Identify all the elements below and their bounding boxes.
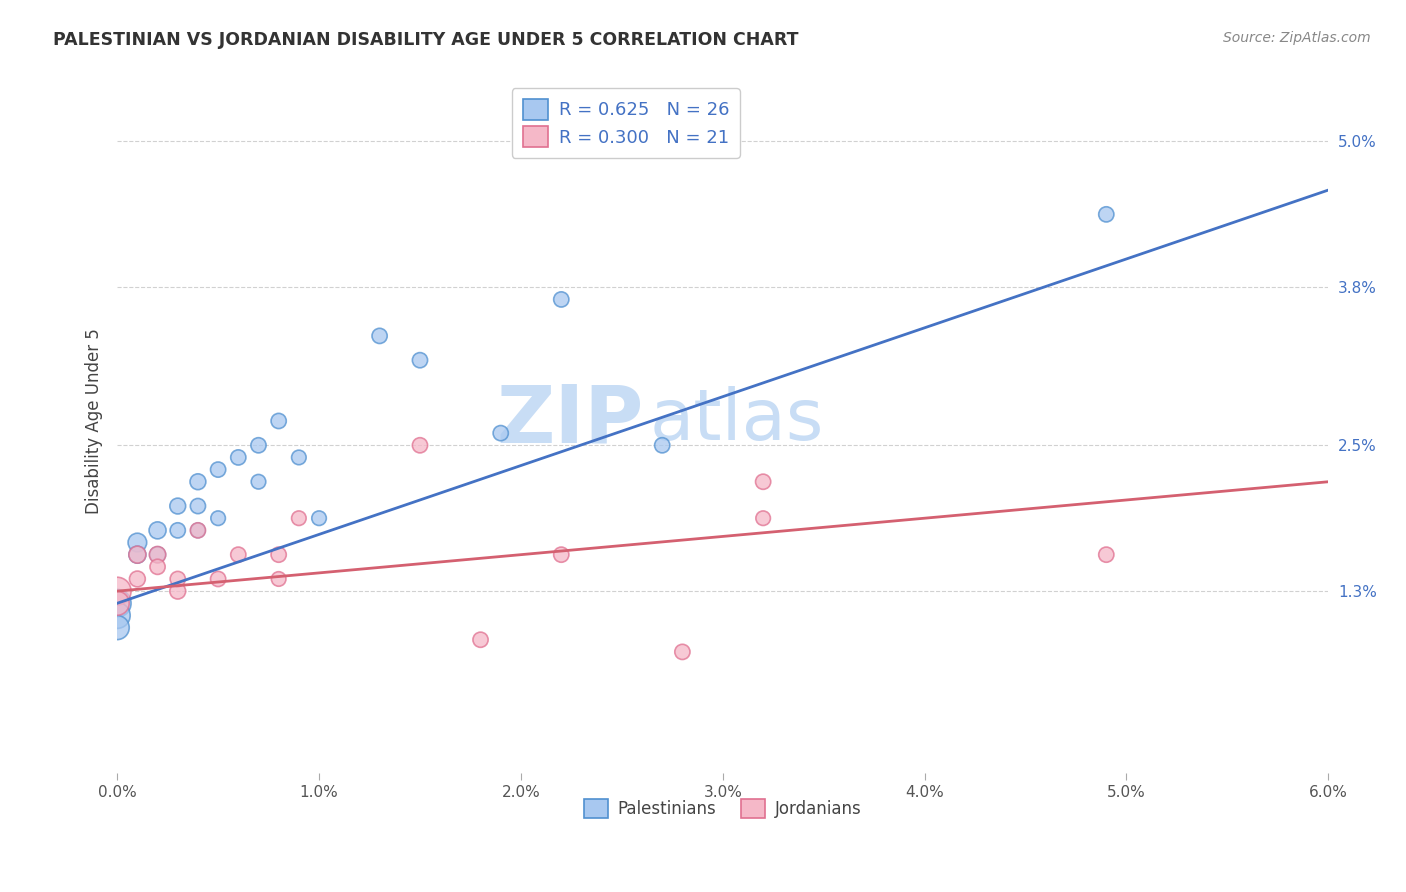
Point: [207, 572, 229, 586]
Point: [1095, 548, 1118, 562]
Point: [651, 438, 673, 452]
Point: [267, 414, 290, 428]
Point: [187, 524, 209, 538]
Point: [166, 524, 188, 538]
Point: [550, 548, 572, 562]
Point: [267, 572, 290, 586]
Point: [127, 548, 149, 562]
Point: [166, 499, 188, 513]
Point: [267, 548, 290, 562]
Y-axis label: Disability Age Under 5: Disability Age Under 5: [86, 328, 103, 514]
Point: [247, 438, 270, 452]
Point: [105, 621, 128, 635]
Point: [127, 572, 149, 586]
Point: [752, 475, 775, 489]
Point: [146, 548, 169, 562]
Point: [207, 511, 229, 525]
Text: atlas: atlas: [650, 386, 824, 456]
Point: [550, 293, 572, 307]
Point: [752, 511, 775, 525]
Point: [105, 596, 128, 610]
Point: [489, 426, 512, 441]
Point: [127, 548, 149, 562]
Point: [247, 475, 270, 489]
Point: [308, 511, 330, 525]
Point: [187, 475, 209, 489]
Point: [288, 511, 311, 525]
Point: [146, 559, 169, 574]
Point: [368, 329, 391, 343]
Point: [146, 548, 169, 562]
Point: [226, 548, 249, 562]
Point: [127, 535, 149, 549]
Point: [105, 596, 128, 610]
Text: ZIP: ZIP: [496, 382, 644, 460]
Point: [671, 645, 693, 659]
Text: Source: ZipAtlas.com: Source: ZipAtlas.com: [1223, 31, 1371, 45]
Point: [1095, 207, 1118, 221]
Point: [288, 450, 311, 465]
Point: [105, 584, 128, 599]
Point: [409, 353, 432, 368]
Point: [187, 499, 209, 513]
Point: [105, 608, 128, 623]
Point: [187, 524, 209, 538]
Point: [146, 524, 169, 538]
Point: [166, 584, 188, 599]
Point: [166, 572, 188, 586]
Point: [207, 462, 229, 476]
Text: PALESTINIAN VS JORDANIAN DISABILITY AGE UNDER 5 CORRELATION CHART: PALESTINIAN VS JORDANIAN DISABILITY AGE …: [53, 31, 799, 49]
Point: [470, 632, 492, 647]
Legend: Palestinians, Jordanians: Palestinians, Jordanians: [578, 792, 868, 825]
Point: [226, 450, 249, 465]
Point: [409, 438, 432, 452]
